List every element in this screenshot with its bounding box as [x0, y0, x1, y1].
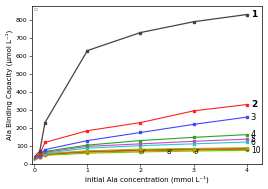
Legend:  [34, 8, 37, 10]
Text: 9’: 9’ [193, 149, 200, 155]
Text: 10: 10 [251, 146, 260, 155]
Text: 4: 4 [251, 130, 256, 139]
Text: 7’: 7’ [140, 149, 147, 155]
Text: 2: 2 [251, 100, 257, 109]
Text: 6: 6 [251, 138, 256, 146]
Y-axis label: Ala Binding Capacity (μmol L⁻¹): Ala Binding Capacity (μmol L⁻¹) [6, 30, 13, 140]
Text: 5: 5 [251, 135, 256, 144]
Text: 1: 1 [251, 10, 257, 19]
X-axis label: Initial Ala concentration (mmol L⁻¹): Initial Ala concentration (mmol L⁻¹) [85, 176, 209, 184]
Text: 3: 3 [251, 113, 256, 122]
Text: 8’: 8’ [167, 149, 174, 155]
